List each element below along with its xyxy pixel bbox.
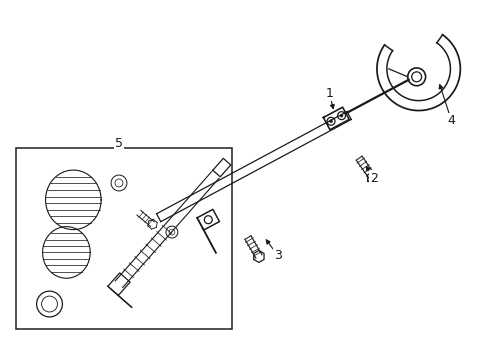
Text: 2: 2 <box>370 171 378 185</box>
Bar <box>16 148 232 329</box>
Text: 1: 1 <box>325 87 333 100</box>
Text: 3: 3 <box>274 249 282 262</box>
Text: 5: 5 <box>115 137 123 150</box>
Circle shape <box>330 120 333 123</box>
Text: 4: 4 <box>447 114 455 127</box>
Circle shape <box>340 114 343 117</box>
